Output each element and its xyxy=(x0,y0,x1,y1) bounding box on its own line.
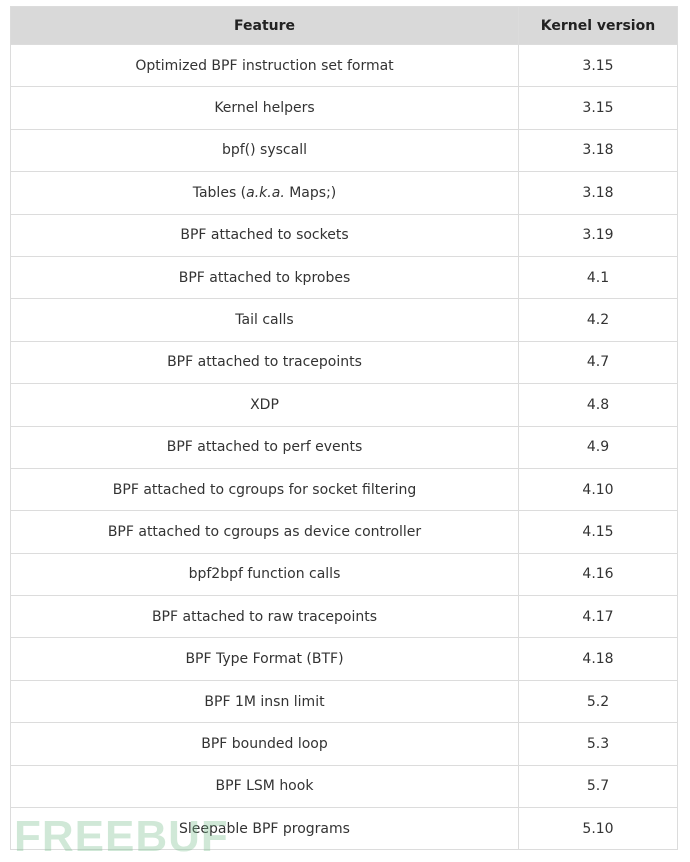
feature-cell: BPF attached to kprobes xyxy=(10,255,519,300)
kernel-version-cell: 4.17 xyxy=(518,595,678,639)
feature-cell: XDP xyxy=(10,383,519,427)
kernel-version-cell: 4.1 xyxy=(518,255,678,300)
feature-cell: BPF attached to sockets xyxy=(10,213,519,257)
feature-cell: Tail calls xyxy=(10,298,519,342)
table-row: BPF attached to perf events 4.9 xyxy=(10,425,678,469)
kernel-version-cell: 3.19 xyxy=(518,213,678,257)
table-row: BPF attached to tracepoints 4.7 xyxy=(10,340,678,385)
kernel-version-cell: 4.15 xyxy=(518,510,678,554)
kernel-version-cell: 4.10 xyxy=(518,467,678,512)
kernel-version-cell: 4.16 xyxy=(518,552,678,597)
feature-cell: BPF attached to cgroups as device contro… xyxy=(10,510,519,554)
kernel-version-cell: 3.15 xyxy=(518,86,678,130)
table-row: Tail calls 4.2 xyxy=(10,298,678,342)
kernel-version-cell: 3.18 xyxy=(518,128,678,173)
feature-text-part: Maps;) xyxy=(284,184,337,201)
header-feature: Feature xyxy=(10,6,519,45)
kernel-version-cell: 5.7 xyxy=(518,764,678,809)
feature-cell: BPF 1M insn limit xyxy=(10,679,519,724)
kernel-version-cell: 4.7 xyxy=(518,340,678,385)
kernel-version-cell: 5.2 xyxy=(518,679,678,724)
table-row: XDP 4.8 xyxy=(10,383,678,427)
kernel-version-cell: 5.3 xyxy=(518,722,678,766)
feature-cell: BPF Type Format (BTF) xyxy=(10,637,519,681)
table-row: BPF attached to cgroups for socket filte… xyxy=(10,467,678,512)
table-row: Optimized BPF instruction set format 3.15 xyxy=(10,43,678,88)
table-row: BPF LSM hook 5.7 xyxy=(10,764,678,809)
table-row: bpf() syscall 3.18 xyxy=(10,128,678,173)
feature-cell: BPF attached to perf events xyxy=(10,425,519,469)
table-row: BPF attached to raw tracepoints 4.17 xyxy=(10,595,678,639)
feature-cell: BPF attached to raw tracepoints xyxy=(10,595,519,639)
kernel-version-cell: 5.10 xyxy=(518,807,678,851)
feature-cell: bpf() syscall xyxy=(10,128,519,173)
feature-cell: BPF LSM hook xyxy=(10,764,519,809)
table-row: BPF Type Format (BTF) 4.18 xyxy=(10,637,678,681)
table-header-row: Feature Kernel version xyxy=(10,6,678,45)
table-row: Sleepable BPF programs 5.10 xyxy=(10,807,678,851)
kernel-feature-table: Feature Kernel version Optimized BPF ins… xyxy=(10,6,678,851)
kernel-version-cell: 4.8 xyxy=(518,383,678,427)
feature-text-part: Tables ( xyxy=(192,184,247,201)
table-row: Kernel helpers 3.15 xyxy=(10,86,678,130)
header-kernel-version: Kernel version xyxy=(518,6,678,45)
feature-cell: Optimized BPF instruction set format xyxy=(10,43,519,88)
feature-cell: Tables (a.k.a. Maps;) xyxy=(10,171,519,215)
feature-cell: bpf2bpf function calls xyxy=(10,552,519,597)
freebuf-watermark-logo: FREEBUF xyxy=(14,812,229,861)
kernel-version-cell: 4.2 xyxy=(518,298,678,342)
kernel-version-cell: 3.18 xyxy=(518,171,678,215)
table-row: BPF attached to kprobes 4.1 xyxy=(10,255,678,300)
table-row: bpf2bpf function calls 4.16 xyxy=(10,552,678,597)
feature-cell: BPF attached to tracepoints xyxy=(10,340,519,385)
table-row: BPF 1M insn limit 5.2 xyxy=(10,679,678,724)
table-row: BPF bounded loop 5.3 xyxy=(10,722,678,766)
feature-text-part: a.k.a. xyxy=(246,184,285,201)
kernel-version-cell: 4.9 xyxy=(518,425,678,469)
table-row: Tables (a.k.a. Maps;) 3.18 xyxy=(10,171,678,215)
table-row: BPF attached to sockets 3.19 xyxy=(10,213,678,257)
kernel-version-cell: 4.18 xyxy=(518,637,678,681)
feature-cell: BPF attached to cgroups for socket filte… xyxy=(10,467,519,512)
table-row: BPF attached to cgroups as device contro… xyxy=(10,510,678,554)
feature-cell: BPF bounded loop xyxy=(10,722,519,766)
feature-cell: Sleepable BPF programs xyxy=(10,807,519,851)
feature-cell: Kernel helpers xyxy=(10,86,519,130)
kernel-version-cell: 3.15 xyxy=(518,43,678,88)
